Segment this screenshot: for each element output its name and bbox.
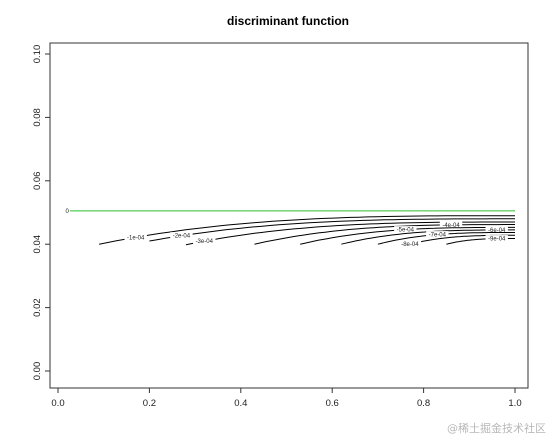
y-tick-label: 0.02 bbox=[32, 298, 43, 317]
contour-label-background bbox=[398, 240, 422, 248]
y-tick-label: 0.06 bbox=[32, 172, 43, 191]
contour-level-label: -5e-04 bbox=[397, 228, 415, 234]
contour-level-label: -2e-04 bbox=[173, 234, 191, 240]
contour-level-label: -9e-04 bbox=[488, 237, 506, 243]
contour-label-background bbox=[124, 233, 147, 241]
contour-line bbox=[254, 224, 515, 245]
contour-label-background bbox=[485, 226, 508, 234]
contour-level-label: -1e-04 bbox=[127, 235, 145, 241]
x-tick-label: 0.4 bbox=[234, 398, 247, 409]
contour-label-background bbox=[485, 235, 508, 243]
contour-level-label: -8e-04 bbox=[401, 242, 419, 248]
contour-label-background bbox=[193, 237, 216, 245]
contour-label-background bbox=[439, 221, 463, 229]
y-tick-label: 0.10 bbox=[32, 45, 43, 64]
contour-level-label: 0 bbox=[65, 209, 69, 215]
contour-level-label: -4e-04 bbox=[442, 223, 460, 229]
chart-title: discriminant function bbox=[227, 14, 349, 28]
contour-level-label: -7e-04 bbox=[429, 233, 447, 239]
contour-label-background bbox=[394, 226, 417, 234]
x-tick-label: 0.8 bbox=[417, 398, 430, 409]
x-tick-label: 1.0 bbox=[508, 398, 521, 409]
contour-lines: 0 -1e-04 -2e-04 -3e-04 -4e-04 -5e-04 -6e-04 -7e… bbox=[64, 207, 515, 248]
contour-label-background bbox=[426, 231, 449, 239]
contour-level-label: -6e-04 bbox=[488, 228, 506, 234]
contour-label-background bbox=[64, 207, 70, 215]
y-tick-label: 0.04 bbox=[32, 235, 43, 254]
x-tick-label: 0.6 bbox=[326, 398, 339, 409]
watermark: @稀土掘金技术社区 bbox=[447, 422, 546, 435]
x-tick-label: 0.2 bbox=[143, 398, 156, 409]
contour-line bbox=[149, 218, 515, 242]
contour-line bbox=[99, 215, 515, 245]
contour-level-label: -3e-04 bbox=[196, 239, 214, 245]
contour-label-background bbox=[170, 232, 193, 240]
y-tick-label: 0.00 bbox=[32, 362, 43, 381]
y-tick-label: 0.08 bbox=[32, 108, 43, 127]
y-axis: 0.00 0.02 0.04 0.06 0.08 0.10 bbox=[32, 45, 50, 381]
plot-frame bbox=[49, 42, 529, 389]
x-tick-label: 0.0 bbox=[51, 398, 64, 409]
x-axis: 0.0 0.2 0.4 0.6 0.8 1.0 bbox=[51, 388, 522, 409]
